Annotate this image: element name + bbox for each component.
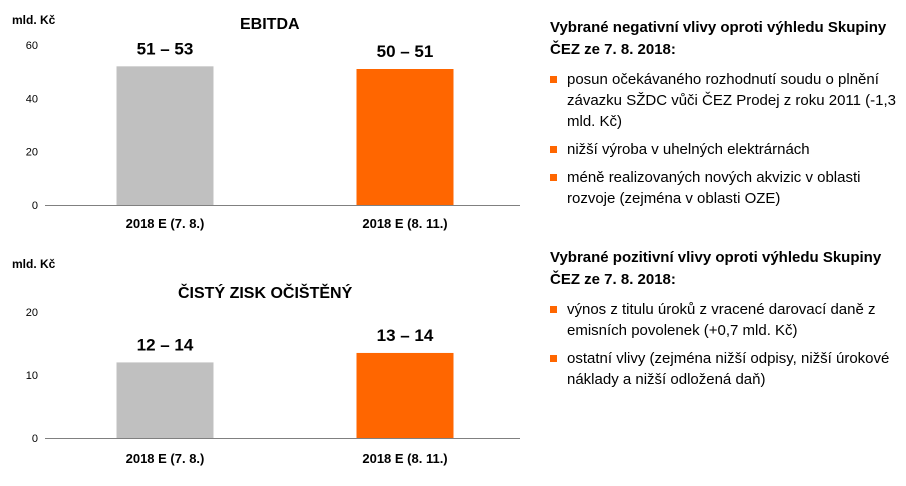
positive-impacts-title: Vybrané pozitivní vlivy oproti výhledu S… — [550, 249, 882, 288]
data-label: 50 – 51 — [377, 42, 434, 61]
list-item: posun očekávaného rozhodnutí soudu o pln… — [550, 69, 900, 132]
negative-impacts-title: Vybrané negativní vlivy oproti výhledu S… — [550, 19, 887, 58]
bar — [356, 352, 454, 438]
y-tick-label: 40 — [26, 93, 38, 105]
list-item: ostatní vlivy (zejména nižší odpisy, niž… — [550, 348, 900, 390]
bullet-icon — [550, 306, 557, 313]
negative-impacts-section: Vybrané negativní vlivy oproti výhledu S… — [550, 17, 900, 216]
chart-title: ČISTÝ ZISK OČIŠTĚNÝ — [178, 285, 353, 302]
category-label: 2018 E (7. 8.) — [126, 451, 205, 466]
list-item: méně realizovaných nových akvizic v obla… — [550, 167, 900, 209]
bullet-icon — [550, 76, 557, 83]
bullet-icon — [550, 146, 557, 153]
category-label: 2018 E (7. 8.) — [126, 216, 205, 231]
bullet-icon — [550, 355, 557, 362]
net-income-plot: 0 10 20 12 – 14 2018 E (7. 8.) 13 – 14 2018 E … — [26, 307, 520, 466]
bar — [116, 66, 214, 205]
y-axis-unit-label: mld. Kč — [12, 13, 56, 27]
data-label: 51 – 53 — [137, 39, 194, 58]
chart-title: EBITDA — [240, 16, 300, 33]
positive-impacts-section: Vybrané pozitivní vlivy oproti výhledu S… — [550, 247, 900, 397]
positive-impacts-list: výnos z titulu úroků z vracené darovací … — [550, 299, 900, 390]
bullet-icon — [550, 174, 557, 181]
list-item: výnos z titulu úroků z vracené darovací … — [550, 299, 900, 341]
net-income-chart: mld. Kč ČISTÝ ZISK OČIŠTĚNÝ 0 10 20 12 – 14… — [0, 240, 520, 480]
y-axis-unit-label: mld. Kč — [12, 257, 56, 271]
category-label: 2018 E (8. 11.) — [362, 451, 447, 466]
ebitda-chart: mld. Kč EBITDA 0 20 40 60 51 – 53 2018 E (7. … — [0, 0, 520, 240]
list-item: nižší výroba v uhelných elektrárnách — [550, 139, 900, 160]
data-label: 12 – 14 — [137, 335, 194, 354]
category-label: 2018 E (8. 11.) — [362, 216, 447, 231]
y-tick-label: 0 — [32, 200, 38, 212]
bar — [356, 69, 454, 205]
negative-impacts-list: posun očekávaného rozhodnutí soudu o pln… — [550, 69, 900, 209]
bar — [116, 362, 214, 438]
data-label: 13 – 14 — [377, 326, 434, 345]
y-tick-label: 0 — [32, 433, 38, 445]
y-tick-label: 20 — [26, 147, 38, 159]
y-tick-label: 20 — [26, 307, 38, 319]
y-tick-label: 60 — [26, 40, 38, 52]
y-tick-label: 10 — [26, 370, 38, 382]
ebitda-plot: 0 20 40 60 51 – 53 2018 E (7. 8.) 50 – 51 2018 … — [26, 39, 520, 231]
